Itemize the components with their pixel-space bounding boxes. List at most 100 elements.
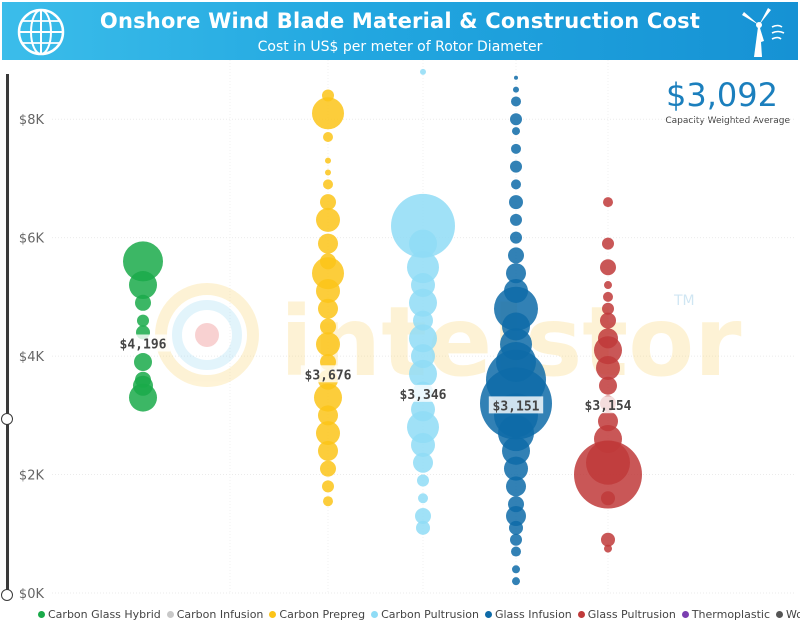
bubble-point[interactable] (391, 193, 455, 258)
bubble-point[interactable] (510, 533, 522, 546)
bubble-point[interactable] (417, 474, 429, 487)
bubble-point[interactable] (418, 493, 428, 504)
bubble-point[interactable] (602, 237, 614, 250)
bubble-point[interactable] (506, 506, 526, 527)
bubble-point[interactable] (420, 68, 426, 75)
average-label: $3,151 (493, 399, 540, 414)
legend-label: Wood (786, 607, 800, 621)
bubble-point[interactable] (509, 520, 523, 535)
bubble-point[interactable] (407, 251, 439, 284)
bubble-point[interactable] (604, 281, 612, 290)
legend-item[interactable]: Carbon Pultrusion (371, 606, 479, 622)
bubble-point[interactable] (413, 452, 433, 473)
bubble-point[interactable] (316, 278, 340, 303)
bubble-point[interactable] (318, 233, 338, 254)
bubble-point[interactable] (325, 169, 331, 176)
legend-item[interactable]: Carbon Infusion (166, 606, 263, 622)
bubble-point[interactable] (134, 353, 152, 372)
bubble-point[interactable] (316, 421, 340, 446)
bubble-point[interactable] (599, 376, 617, 395)
bubble-point[interactable] (323, 131, 333, 142)
legend-item[interactable]: Carbon Glass Hybrid (38, 606, 161, 622)
bubble-point[interactable] (600, 312, 616, 329)
bubble-point[interactable] (511, 96, 521, 107)
bubble-point[interactable] (514, 75, 518, 80)
legend-label: Carbon Pultrusion (381, 607, 479, 621)
range-slider-handle-lower[interactable] (1, 589, 13, 601)
bubble-point[interactable] (133, 375, 153, 396)
bubble-point[interactable] (511, 546, 521, 557)
bubble-point[interactable] (415, 508, 431, 525)
bubble-point[interactable] (322, 480, 334, 493)
bubble-point[interactable] (316, 332, 340, 357)
bubble-point[interactable] (511, 179, 521, 190)
bubble-point[interactable] (601, 491, 615, 506)
bubble-point[interactable] (325, 157, 331, 164)
legend-label: Glass Pultrusion (587, 607, 676, 621)
legend-item[interactable]: Glass Infusion (484, 606, 572, 622)
y-tick-label: $6K (19, 232, 45, 247)
legend: Carbon Glass Hybrid Carbon Infusion Carbon… (38, 606, 800, 622)
bubble-point[interactable] (409, 229, 437, 258)
legend-dot (38, 610, 45, 618)
bubble-point[interactable] (318, 440, 338, 461)
bubble-point[interactable] (320, 460, 336, 477)
bubble-point[interactable] (409, 324, 437, 353)
legend-item[interactable]: Thermoplastic (681, 606, 770, 622)
bubble-point[interactable] (314, 383, 342, 412)
legend-item[interactable]: Glass Pultrusion (577, 606, 676, 622)
bubble-point[interactable] (407, 411, 439, 444)
bubble-point[interactable] (320, 318, 336, 335)
bubble-point[interactable] (318, 298, 338, 319)
bubble-point[interactable] (409, 359, 437, 388)
report-header: Onshore Wind Blade Material & Constructi… (2, 2, 798, 60)
bubble-point[interactable] (604, 544, 612, 553)
bubble-point[interactable] (312, 257, 344, 290)
bubble-point[interactable] (512, 565, 520, 574)
bubble-point[interactable] (137, 314, 149, 327)
bubble-point[interactable] (411, 432, 435, 457)
bubble-point[interactable] (510, 213, 522, 226)
bubble-point[interactable] (129, 271, 157, 300)
bubble-point[interactable] (510, 231, 522, 244)
bubble-point[interactable] (511, 143, 521, 154)
bubble-point[interactable] (312, 97, 344, 130)
bubble-point[interactable] (510, 160, 522, 173)
bubble-point[interactable] (123, 241, 163, 282)
bubble-point[interactable] (600, 259, 616, 276)
bubble-point[interactable] (594, 336, 622, 365)
bubble-point[interactable] (135, 294, 151, 311)
legend-item[interactable]: Wood (776, 606, 800, 622)
bubble-point[interactable] (316, 207, 340, 232)
legend-dot (681, 610, 689, 618)
bubble-point[interactable] (409, 288, 437, 317)
bubble-point[interactable] (602, 302, 614, 315)
bubble-point[interactable] (506, 263, 526, 284)
bubble-point[interactable] (603, 197, 613, 208)
bubble-point[interactable] (596, 355, 620, 380)
bubble-point[interactable] (508, 247, 524, 264)
bubble-point[interactable] (416, 520, 430, 535)
bubble-point[interactable] (320, 194, 336, 211)
bubble-point[interactable] (601, 532, 615, 547)
bubble-point[interactable] (502, 436, 530, 465)
bubble-point[interactable] (510, 113, 522, 126)
bubble-point[interactable] (323, 179, 333, 190)
bubble-point[interactable] (318, 405, 338, 426)
bubble-point[interactable] (512, 127, 520, 136)
bubble-point[interactable] (574, 440, 642, 509)
bubble-point[interactable] (512, 577, 520, 586)
bubble-point[interactable] (504, 456, 528, 481)
legend-dot (577, 610, 585, 618)
bubble-point[interactable] (509, 195, 523, 210)
bubble-point[interactable] (323, 496, 333, 507)
bubble-point[interactable] (513, 86, 519, 93)
legend-item[interactable]: Carbon Prepreg (269, 606, 365, 622)
bubble-point[interactable] (603, 291, 613, 302)
range-slider-track[interactable] (6, 74, 9, 594)
bubble-point[interactable] (506, 476, 526, 497)
y-tick-label: $0K (19, 587, 45, 602)
range-slider-handle-upper[interactable] (1, 413, 13, 425)
watermark-tm: TM (673, 293, 695, 309)
legend-dot (776, 610, 783, 618)
